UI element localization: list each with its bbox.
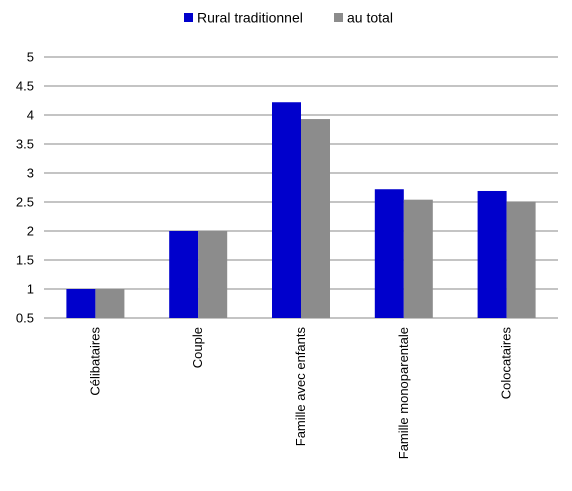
bar-rural-traditionnel — [66, 289, 96, 318]
y-tick-label: 1.5 — [16, 253, 34, 268]
x-tick-label: Famille avec enfants — [293, 327, 308, 447]
y-tick-label: 1 — [27, 282, 34, 297]
legend-label: Rural traditionnel — [197, 10, 303, 26]
bar-rural-traditionnel — [272, 102, 301, 319]
bar-au-total — [403, 199, 433, 318]
x-axis: Célibataires Couple Famille avec enfants Fa… — [87, 327, 513, 460]
legend-swatch — [184, 13, 193, 22]
y-tick-label: 4.5 — [16, 79, 34, 94]
y-tick-label: 2 — [27, 224, 34, 239]
legend: Rural traditionnel au total — [184, 10, 393, 26]
bar-rural-traditionnel — [169, 231, 199, 318]
y-tick-label: 3.5 — [16, 137, 34, 152]
x-tick-label: Couple — [190, 327, 205, 368]
legend-swatch — [334, 13, 343, 22]
y-tick-label: 2.5 — [16, 195, 34, 210]
x-tick-label: Famille monoparentale — [396, 327, 411, 459]
y-tick-label: 0.5 — [16, 311, 34, 326]
y-tick-label: 4 — [27, 108, 34, 123]
bars — [66, 102, 536, 319]
legend-label: au total — [347, 10, 393, 26]
bar-au-total — [506, 201, 536, 318]
bar-au-total — [95, 289, 125, 318]
x-tick-label: Célibataires — [87, 327, 102, 396]
x-tick-label: Colocataires — [499, 327, 514, 400]
y-tick-label: 5 — [27, 50, 34, 65]
y-axis: 0.5 1 1.5 2 2.5 3 3.5 4 4.5 5 — [16, 50, 34, 326]
bar-au-total — [301, 119, 330, 318]
bar-au-total — [198, 231, 228, 318]
bar-rural-traditionnel — [374, 189, 404, 318]
bar-rural-traditionnel — [477, 190, 507, 318]
y-tick-label: 3 — [27, 166, 34, 181]
